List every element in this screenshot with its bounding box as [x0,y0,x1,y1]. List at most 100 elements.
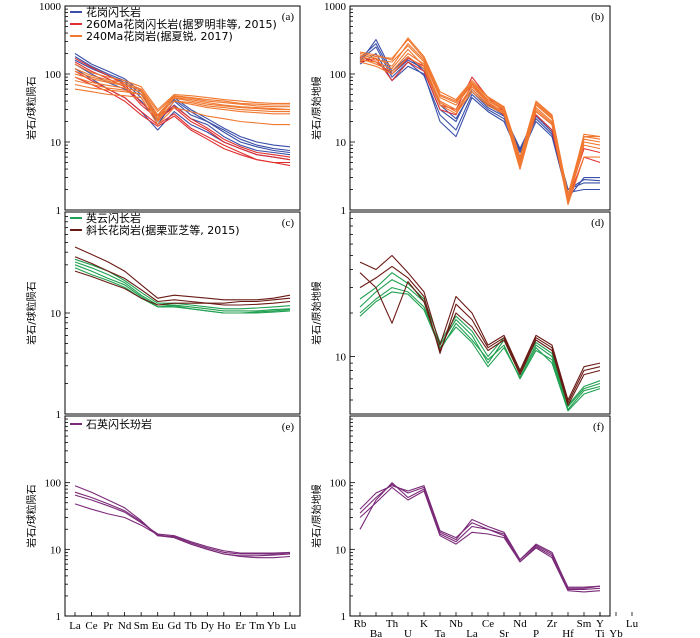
panel-c-ytick-label: 1 [56,409,62,421]
panel-e-series [74,485,291,559]
panel-a-series3-line [74,68,290,113]
panel-d-series1-line [359,279,601,411]
panel-e-frame [64,415,301,617]
panel-a-series3-line [74,73,290,117]
panel-a-series3-line [74,63,290,111]
panel-c-legend-label: 英云闪长岩 [86,211,141,225]
panel-b-series1-line [359,46,600,194]
panel-d-series2-line [359,272,601,406]
panel-e-ylabel: 岩石/球粒陨石 [25,484,38,547]
panel-b-series3-line [359,56,600,206]
panel-f-xtick-bottom-label: Ti [595,628,604,638]
panel-e-xtick-label: Yb [267,620,281,632]
panel-b-series3-line [359,37,600,195]
panel-f-xtick-top-label: Sm [577,618,592,630]
panel-a-ytick-label: 1 [56,205,62,217]
panel-e-xtick-label: Sm [134,620,149,632]
panel-e-xtick-label: Er [235,620,246,632]
panel-f-ytick-label: 10 [335,544,347,556]
panel-a-series2-line [74,57,291,158]
panel-d-series1-line [359,291,601,412]
panel-c-series1-line [74,264,291,314]
panel-f-xtick-top-label: Nd [513,618,527,630]
panel-a-ytick-label: 10 [50,137,62,149]
panel-f-ytick-label: 1 [341,611,347,623]
panel-f-ytick-label: 100 [330,478,347,490]
panel-d-series2-line [359,265,601,404]
panel-f-xtick-bottom-label: Ba [370,628,382,638]
panel-a-legend-label: 240Ma花岗岩(据夏锐, 2017) [86,29,233,43]
panel-a-series3-line [74,83,290,121]
panel-e-series1-line [74,491,291,555]
panel-c-series2-line [74,270,291,306]
panel-e-xtick-label: Pr [103,620,113,632]
panel-a-ylabel: 岩石/球粒陨石 [25,76,38,139]
panel-c-series2-line [74,246,291,301]
panel-a-legend-label: 花岗闪长岩 [86,5,141,19]
panel-b: 1 10 100 1000 岩石/原始地幔 (b) [310,1,611,217]
panel-e-ytick-label: 1 [56,611,62,623]
panel-f-xtick-top-label: K [420,618,428,630]
panel-e-ytick-label: 100 [45,478,62,490]
panel-f-xtick-bottom-label: Hf [562,628,574,638]
panel-f-xtick-bottom-label: Sr [499,628,509,638]
panel-f-xtick-bottom-label: Yb [609,628,623,638]
panel-b-series1-line [359,43,601,191]
panel-b-ytick-label: 10 [335,137,347,149]
panel-a-series3-line [74,70,290,116]
panel-e-xtick-label: Nd [118,620,132,632]
panel-d-ylabel: 岩石/原始地幔 [310,281,323,344]
panel-b-series1-line [359,39,600,191]
panel-f-xtick-top-label: Ce [482,618,494,630]
panel-a-series3-line [74,76,291,120]
panel-e-legend-label: 石英闪长玢岩 [86,417,152,431]
panel-f-series1-line [359,483,601,589]
panel-f-xtick-top-label: Rb [354,618,367,630]
panel-f-xtick-top-label: Th [386,618,399,630]
panel-a-legend-label: 260Ma花岗闪长岩(据罗明非等, 2015) [86,17,277,31]
panel-f-xtick-top-label: Y [596,618,604,630]
panel-a-tag: (a) [282,11,295,23]
panel-a-series2-line [74,76,291,167]
panel-e: 1 10 100 岩石/球粒陨石 (e) 石英闪长玢岩 La Ce Pr Nd Sm Eu Gd Tb Dy… [25,415,301,632]
panel-d-ytick-label: 10 [335,351,347,363]
panel-e-series1-line [74,485,291,557]
panel-f-xtick-bottom-label: La [466,628,478,638]
panel-a: 1 10 100 1000 岩石/球粒陨石 (a) 花岗闪长岩260Ma花岗闪长岩(据罗明非… [25,1,301,217]
panel-b-tag: (b) [591,11,604,23]
panel-f-series1-line [359,485,601,588]
panel-c-ytick-label: 10 [50,308,62,320]
panel-c-tag: (c) [282,217,295,229]
panel-e-xtick-label: Gd [168,620,182,632]
panel-c-legend-label: 斜长花岗岩(据栗亚芝等, 2015) [86,223,240,237]
panel-f-tag: (f) [593,421,604,433]
panel-e-xtick-label: Tb [185,620,198,632]
panel-e-series1-line [74,494,291,554]
panel-f-xtick-bottom-label: P [533,628,539,638]
panel-f-series [359,482,601,593]
panel-b-ylabel: 岩石/原始地幔 [310,76,323,139]
panel-e-ytick-label: 10 [50,544,62,556]
panel-f-xtick-bottom-label: Ta [435,628,446,638]
panel-e-xtick-label: La [69,620,81,632]
panel-b-series [359,37,601,206]
panel-e-xtick-label: Ce [85,620,97,632]
panel-d: 10 岩石/原始地幔 (d) [310,211,611,415]
panel-e-xtick-label: Dy [201,620,215,632]
panel-c-series2-line [74,256,291,306]
panel-f-xtick-bottom-label: U [404,628,412,638]
panel-b-ytick-label: 1 [341,205,347,217]
panel-b-frame [349,5,611,211]
panel-e-xtick-label: Lu [284,620,297,632]
panel-e-xtick-label: Tm [249,620,265,632]
panel-b-ytick-label: 1000 [324,1,347,13]
panel-c-series1-line [74,267,291,314]
panel-f-xtick-top-label: Zr [547,618,558,630]
panel-a-ytick-label: 100 [45,69,62,81]
panel-c-series1-line [74,261,291,312]
panel-f-series1-line [359,486,601,593]
panel-f-xtick-top-label: Lu [626,618,639,630]
panel-e-tag: (e) [282,421,295,433]
